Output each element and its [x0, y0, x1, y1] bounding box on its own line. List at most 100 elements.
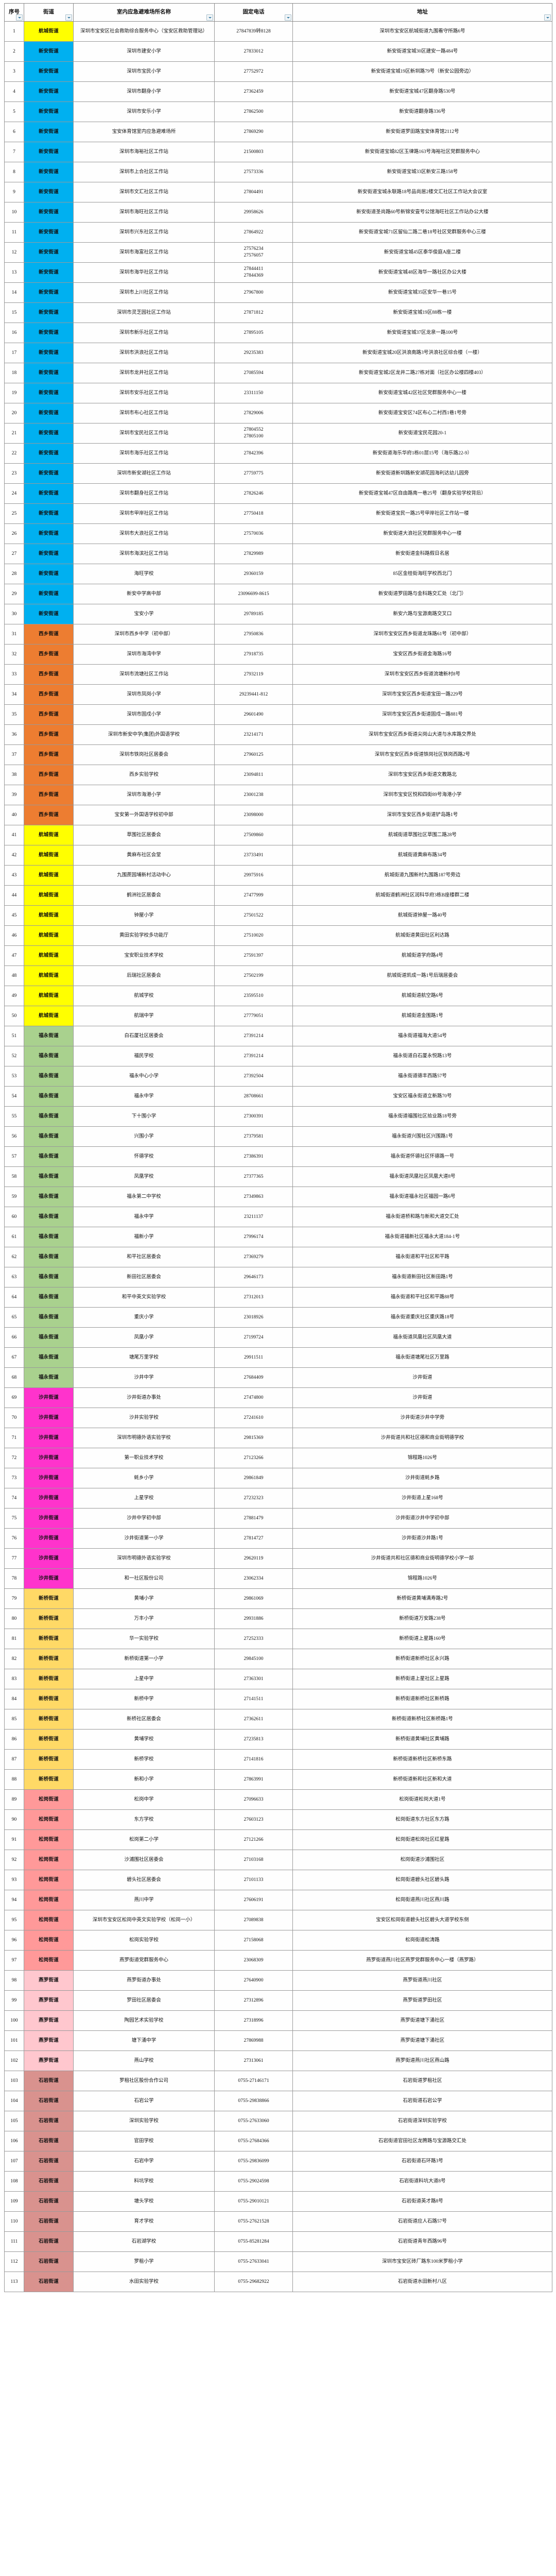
- table-row: 67 福永街道 塘尾万里学校 29911511 福永街道塘尾社区万里路: [4, 1347, 552, 1368]
- cell-shelter-name: 新安中学高中部: [73, 584, 215, 604]
- column-header-street[interactable]: 街道: [24, 3, 74, 22]
- cell-address: 松岗街道松岗社区红星路: [292, 1829, 552, 1850]
- table-row: 106 石岩街道 官田学校 0755-27684366 石岩街道官田社区龙腾路与宝源路交…: [4, 2131, 552, 2151]
- cell-phone: 29861069: [214, 1588, 293, 1609]
- cell-address: 新安街道宝城20区洪浪南路3号洪浪社区综合楼（一楼）: [292, 343, 552, 363]
- cell-phone: 27881479: [214, 1508, 293, 1529]
- cell-phone: 27918735: [214, 644, 293, 665]
- cell-index: 98: [4, 1970, 24, 1991]
- cell-street: 福永街道: [24, 1267, 74, 1287]
- cell-phone: 27759775: [214, 463, 293, 484]
- column-header-address[interactable]: 地址: [292, 3, 552, 22]
- table-row: 89 松岗街道 松岗中学 27096633 松岗街道松岗大道1号: [4, 1789, 552, 1810]
- cell-index: 21: [4, 423, 24, 444]
- cell-phone: 27369279: [214, 1247, 293, 1267]
- cell-address: 航城街道凯成一路1号后瑞居委会: [292, 965, 552, 986]
- cell-shelter-name: 黄埔学校: [73, 1729, 215, 1750]
- cell-address: 宝安区福永街道立新路70号: [292, 1086, 552, 1107]
- cell-shelter-name: 沙井实验学校: [73, 1408, 215, 1428]
- cell-phone: 27573336: [214, 162, 293, 182]
- cell-index: 35: [4, 704, 24, 725]
- cell-shelter-name: 碧头社区居委会: [73, 1870, 215, 1890]
- cell-shelter-name: 和平社区居委会: [73, 1247, 215, 1267]
- cell-address: 新桥街道上星路160号: [292, 1629, 552, 1649]
- cell-address: 航城街道黄麻布路34号: [292, 845, 552, 866]
- phone-line: 27804552: [244, 427, 264, 433]
- cell-address: 松岗街道松岗大道1号: [292, 1789, 552, 1810]
- table-row: 54 福永街道 福永中学 28708661 宝安区福永街道立新路70号: [4, 1086, 552, 1107]
- cell-phone: 27591397: [214, 945, 293, 966]
- cell-street: 燕罗街道: [24, 2030, 74, 2051]
- cell-address: 福永街道和平社区和平路: [292, 1247, 552, 1267]
- cell-shelter-name: 深圳市海湾中学: [73, 644, 215, 665]
- cell-street: 石岩街道: [24, 2071, 74, 2091]
- cell-index: 29: [4, 584, 24, 604]
- filter-dropdown-icon-index[interactable]: [16, 14, 23, 21]
- cell-shelter-name: 深圳市翻身社区工作站: [73, 483, 215, 504]
- cell-phone: 23001238: [214, 785, 293, 805]
- cell-street: 松岗街道: [24, 1910, 74, 1930]
- cell-address: 松岗街道松涛路: [292, 1930, 552, 1951]
- cell-address: 松岗街道东方社区东方路: [292, 1809, 552, 1830]
- column-header-name[interactable]: 室内应急避难场所名称: [73, 3, 215, 22]
- cell-phone: 27804552 27805100: [214, 423, 293, 444]
- cell-address: 燕罗街道燕川社区燕罗党群服务中心一楼（燕罗路）: [292, 1950, 552, 1971]
- cell-shelter-name: 深圳市海乐社区工作站: [73, 443, 215, 464]
- filter-dropdown-icon-name[interactable]: [206, 14, 213, 21]
- cell-address: 福永街道桥和路与新和大道交汇处: [292, 1207, 552, 1227]
- cell-street: 新安街道: [24, 463, 74, 484]
- table-row: 56 福永街道 兴围小学 27379581 福永街道兴围社区兴围路1号: [4, 1126, 552, 1147]
- table-row: 97 松岗街道 燕罗街道党群服务中心 23068309 燕罗街道燕川社区燕罗党群服务中心…: [4, 1950, 552, 1971]
- cell-address: 沙井街道沙井中学旁: [292, 1408, 552, 1428]
- cell-index: 48: [4, 965, 24, 986]
- cell-address: 新安街道圣尚路60号新锦安壹号公馆海旺社区工作站办公大楼: [292, 202, 552, 223]
- cell-street: 航城街道: [24, 1006, 74, 1026]
- cell-street: 福永街道: [24, 1026, 74, 1046]
- cell-index: 74: [4, 1488, 24, 1509]
- cell-address: 燕罗街道燕川社区: [292, 1970, 552, 1991]
- cell-phone: 23068309: [214, 1950, 293, 1971]
- cell-street: 新安街道: [24, 483, 74, 504]
- cell-street: 新安街道: [24, 242, 74, 263]
- cell-shelter-name: 燕罗街道办事处: [73, 1970, 215, 1991]
- cell-street: 松岗街道: [24, 1930, 74, 1951]
- cell-shelter-name: 九围蔗园埔新村活动中心: [73, 865, 215, 886]
- table-row: 23 新安街道 深圳市新安湖社区工作站 27759775 新安街道新圳路新安湖花园海利达…: [4, 463, 552, 484]
- filter-dropdown-icon-phone[interactable]: [285, 14, 291, 21]
- cell-address: 深圳市宝安区砖厂路东100米罗租小学: [292, 2251, 552, 2272]
- cell-shelter-name: 沙井街道第一小学: [73, 1528, 215, 1549]
- cell-street: 西乡街道: [24, 684, 74, 705]
- cell-street: 福永街道: [24, 1187, 74, 1207]
- column-header-index[interactable]: 序号: [4, 3, 24, 22]
- cell-index: 20: [4, 403, 24, 423]
- cell-address: 新安街道宝城19区新圳路79号（新安公园旁边）: [292, 61, 552, 82]
- table-row: 11 新安街道 深圳市兴东社区工作站 27864922 新安街道宝城71区留仙二路二巷1…: [4, 222, 552, 243]
- column-header-phone[interactable]: 固定电话: [214, 3, 293, 22]
- cell-shelter-name: 深圳市海华社区工作站: [73, 262, 215, 283]
- cell-street: 新安街道: [24, 202, 74, 223]
- cell-address: 沙井街道上星168号: [292, 1488, 552, 1509]
- cell-shelter-name: 深圳市流塘社区工作站: [73, 664, 215, 685]
- cell-address: 新安街道宝城19区88栋一楼: [292, 302, 552, 323]
- cell-shelter-name: 深圳市海富社区工作站: [73, 242, 215, 263]
- table-row: 99 燕罗街道 罗田社区居委会 27312896 燕罗街道罗田社区: [4, 1990, 552, 2011]
- cell-index: 41: [4, 825, 24, 845]
- table-row: 85 新桥街道 新桥社区居委会 27362611 新桥街道新桥社区新桥路1号: [4, 1709, 552, 1730]
- cell-address: 石岩街道石环路3号: [292, 2151, 552, 2172]
- filter-dropdown-icon-street[interactable]: [65, 14, 72, 21]
- cell-street: 燕罗街道: [24, 1970, 74, 1991]
- cell-index: 7: [4, 142, 24, 162]
- cell-index: 22: [4, 443, 24, 464]
- cell-street: 福永街道: [24, 1327, 74, 1348]
- table-row: 61 福永街道 福新小学 27996174 福永街道福新社区福永大道184-1号: [4, 1227, 552, 1247]
- cell-index: 1: [4, 21, 24, 42]
- table-row: 113 石岩街道 水田实验学校 0755-29682922 石岩街道水田新村八区: [4, 2272, 552, 2292]
- cell-address: 航城街道鹤洲社区润科华府3栋B座楼群二楼: [292, 885, 552, 906]
- cell-address: 福永街道福新社区福永大道184-1号: [292, 1227, 552, 1247]
- filter-dropdown-icon-address[interactable]: [544, 14, 551, 21]
- cell-index: 54: [4, 1086, 24, 1107]
- table-row: 101 燕罗街道 塘下涌中学 27869988 燕罗街道塘下涌社区: [4, 2030, 552, 2051]
- cell-street: 新安街道: [24, 423, 74, 444]
- table-row: 36 西乡街道 深圳市新安中学(集团)外国语学校 23214171 深圳市宝安区西乡街道…: [4, 724, 552, 745]
- cell-address: 福永街道重庆社区重庆路18号: [292, 1307, 552, 1328]
